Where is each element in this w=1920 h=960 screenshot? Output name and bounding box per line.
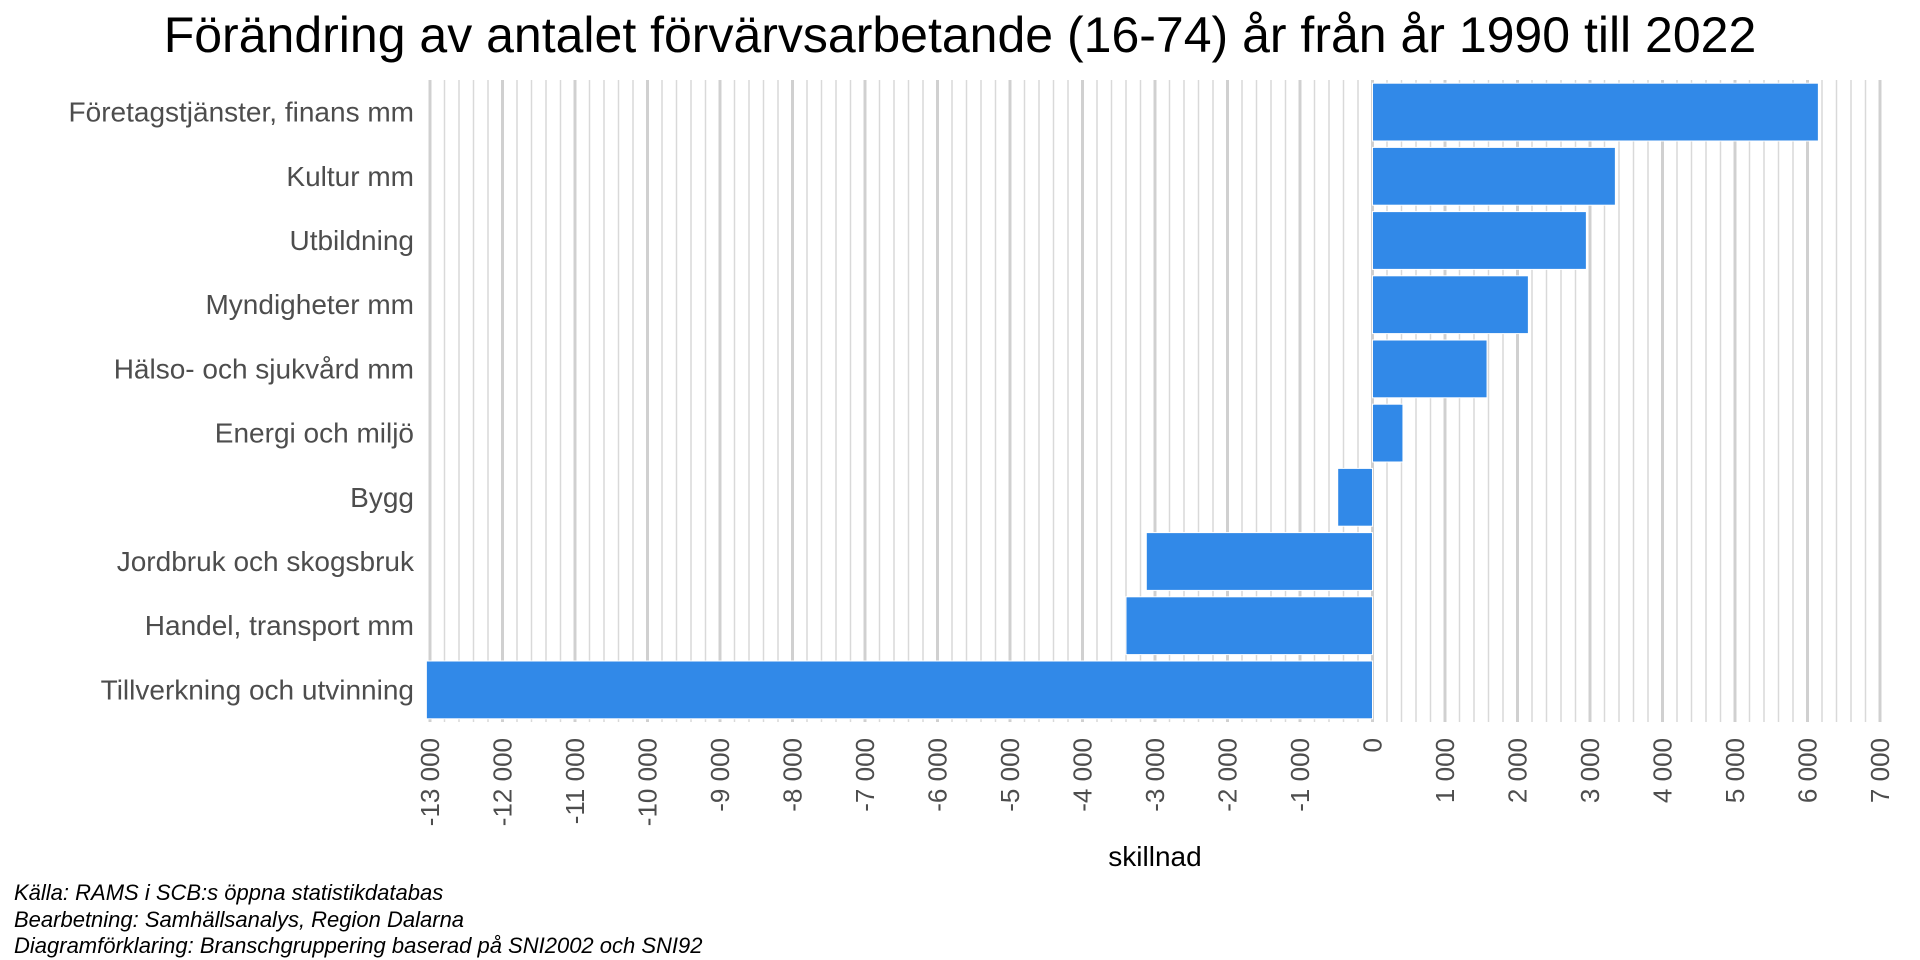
category-label: Energi och miljö [215, 418, 414, 449]
x-tick-label: -2 000 [1213, 738, 1243, 812]
x-tick-label: -10 000 [633, 738, 663, 826]
category-label: Företagstjänster, finans mm [69, 97, 414, 128]
category-label: Myndigheter mm [205, 289, 414, 320]
grid-lines [428, 80, 1882, 722]
x-tick-label: 1 000 [1430, 738, 1460, 803]
bar [1372, 146, 1616, 206]
category-label: Utbildning [289, 225, 414, 256]
explanation-note: Diagramförklaring: Branschgruppering bas… [14, 933, 703, 958]
x-tick-label: 4 000 [1648, 738, 1678, 803]
x-tick-label: 3 000 [1575, 738, 1605, 803]
x-tick-label: 5 000 [1720, 738, 1750, 803]
bar [1125, 596, 1373, 656]
x-tick-label: 7 000 [1865, 738, 1895, 803]
bar [1372, 82, 1819, 142]
chart-title: Förändring av antalet förvärvsarbetande … [163, 7, 1757, 63]
bar [1337, 467, 1373, 527]
bar [425, 660, 1373, 720]
category-label: Hälso- och sjukvård mm [114, 353, 414, 384]
processing-note: Bearbetning: Samhällsanalys, Region Dala… [14, 907, 465, 932]
x-tick-label: 2 000 [1503, 738, 1533, 803]
x-tick-label: -9 000 [705, 738, 735, 812]
x-tick-label: 6 000 [1793, 738, 1823, 803]
x-tick-label: 0 [1358, 738, 1388, 752]
x-tick-label: -11 000 [560, 738, 590, 824]
x-tick-label: -8 000 [778, 738, 808, 812]
category-label: Jordbruk och skogsbruk [117, 546, 415, 577]
x-axis-title: skillnad [1108, 841, 1201, 872]
category-label: Tillverkning och utvinning [101, 674, 414, 705]
source-note: Källa: RAMS i SCB:s öppna statistikdatab… [14, 880, 444, 905]
x-tick-label: -12 000 [488, 738, 518, 826]
x-tick-label: -13 000 [415, 738, 445, 826]
category-label: Handel, transport mm [145, 610, 414, 641]
bar [1372, 211, 1587, 270]
x-tick-label: -7 000 [850, 738, 880, 812]
x-tick-label: -3 000 [1140, 738, 1170, 812]
category-labels: Företagstjänster, finans mm Kultur mm Utbi… [69, 97, 415, 706]
bar [1372, 403, 1404, 463]
category-label: Bygg [350, 482, 414, 513]
bar [1372, 339, 1488, 399]
x-tick-labels: -13 000 -12 000 -11 000 -10 000 -9 000 -8 000… [415, 738, 1895, 826]
x-tick-label: -5 000 [995, 738, 1025, 812]
category-label: Kultur mm [286, 161, 414, 192]
x-tick-label: -1 000 [1285, 738, 1315, 812]
bars [425, 82, 1819, 720]
bar [1145, 532, 1374, 591]
x-tick-label: -6 000 [923, 738, 953, 812]
x-tick-label: -4 000 [1068, 738, 1098, 812]
bar [1372, 275, 1529, 335]
